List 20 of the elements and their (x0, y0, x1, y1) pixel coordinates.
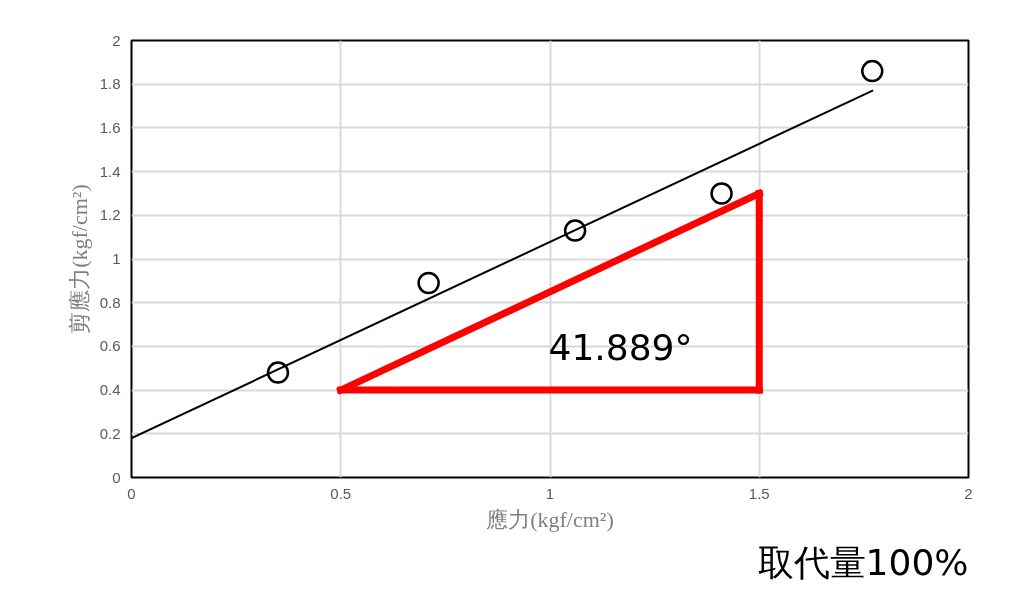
y-tick-label: 1.2 (99, 206, 121, 224)
y-tick-label: 0.8 (99, 293, 121, 311)
x-tick-label: 0.5 (330, 484, 352, 502)
y-axis-title: 剪應力(kgf/cm²) (66, 184, 92, 334)
x-axis-title: 應力(kgf/cm²) (486, 506, 614, 532)
annotation: 41.889° (548, 326, 693, 368)
x-tick-label: 1 (545, 484, 555, 502)
y-tick-label: 0.4 (99, 381, 121, 399)
y-tick-label: 1.4 (99, 162, 121, 180)
y-tick-label: 1.8 (99, 75, 121, 93)
y-tick-label: 0 (112, 468, 121, 486)
y-tick-label: 1.6 (99, 118, 121, 136)
text: 取代量100% (757, 541, 969, 583)
x-tick-label: 0 (127, 484, 136, 502)
y-tick-label: 1 (112, 250, 121, 267)
y-tick-label: 0.6 (99, 337, 121, 355)
x-tick-label: 2 (964, 484, 973, 502)
y-tick-label: 0.2 (99, 424, 121, 442)
x-tick-label: 1.5 (748, 484, 770, 502)
y-tick-label: 2 (112, 31, 121, 49)
